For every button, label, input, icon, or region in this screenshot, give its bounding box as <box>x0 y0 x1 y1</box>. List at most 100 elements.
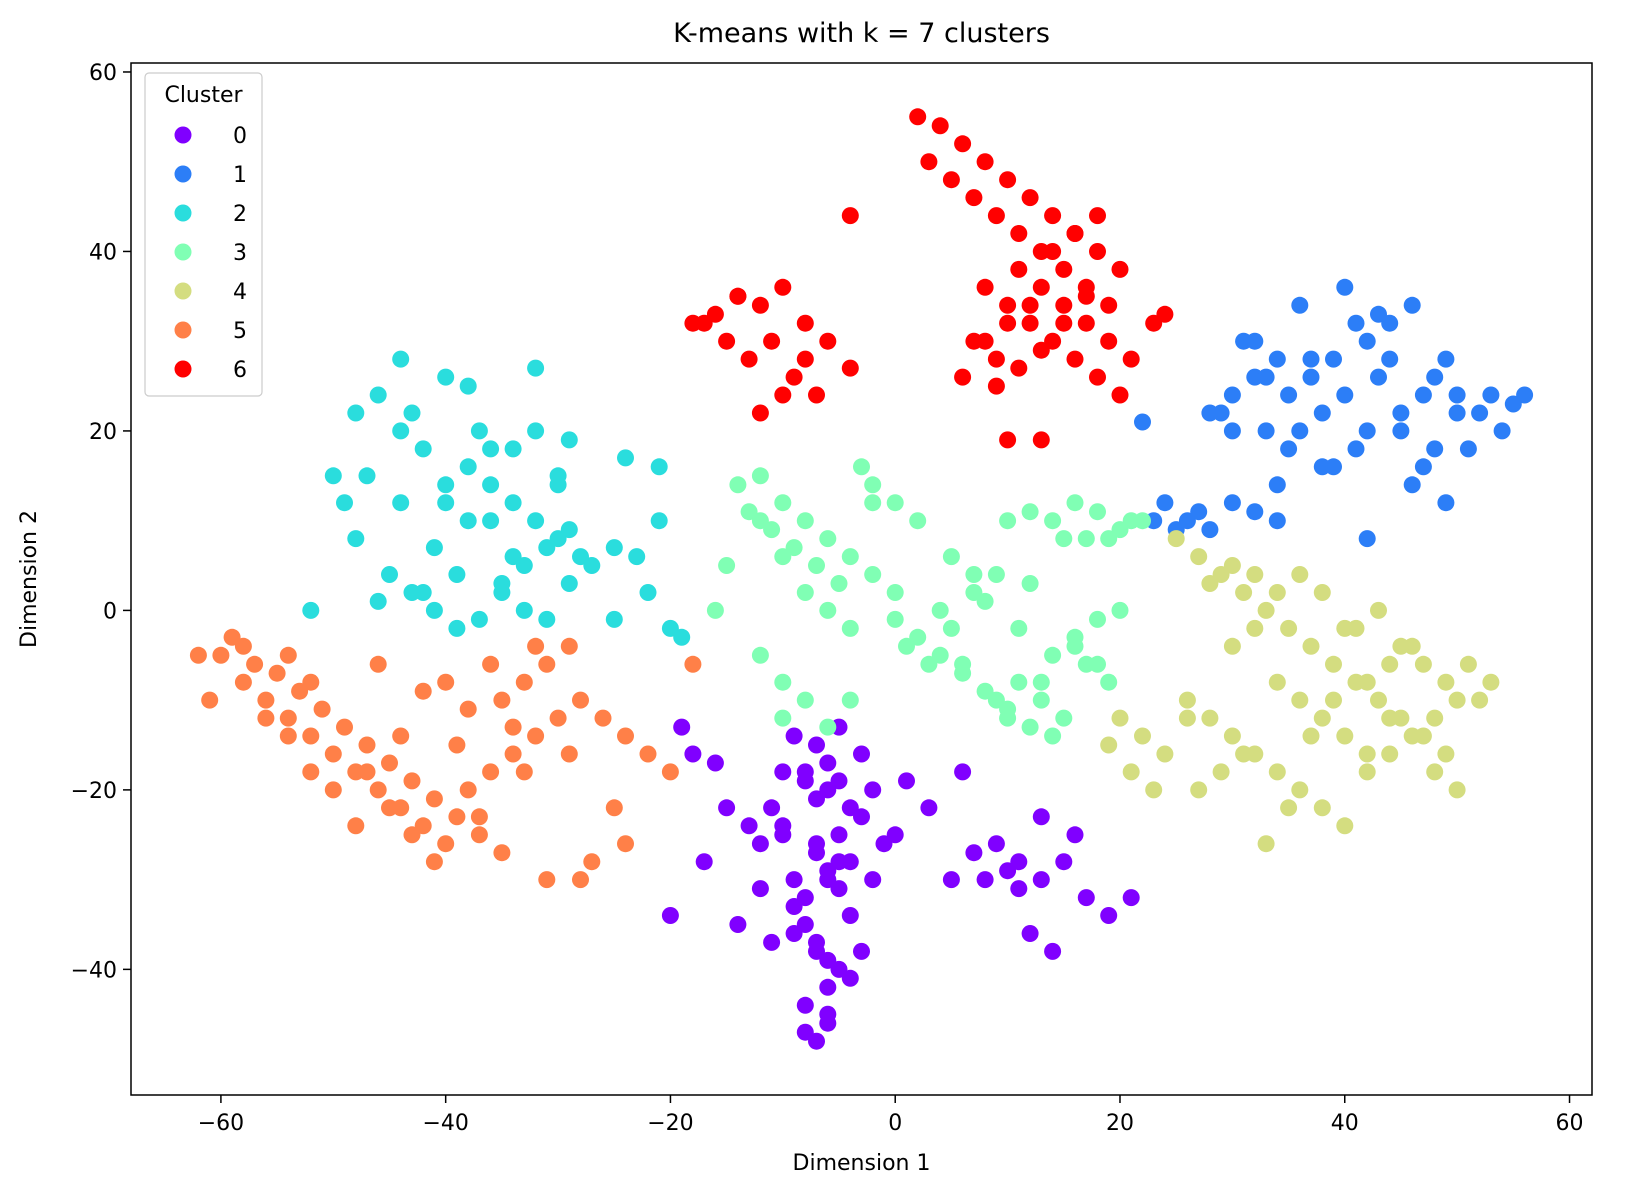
data-point <box>954 763 972 781</box>
data-point <box>1381 745 1399 763</box>
data-point <box>1516 386 1534 404</box>
legend-marker <box>174 360 192 378</box>
data-point <box>1313 584 1331 601</box>
data-point <box>965 189 983 207</box>
y-tick-label: −40 <box>71 958 117 983</box>
data-point <box>369 655 387 673</box>
data-point <box>1089 610 1106 628</box>
data-point <box>1032 871 1050 889</box>
data-point <box>527 637 545 655</box>
data-point <box>1111 709 1129 727</box>
y-axis-label: Dimension 2 <box>17 510 42 648</box>
data-point <box>999 296 1017 314</box>
data-point <box>808 844 825 862</box>
data-point <box>1089 655 1106 673</box>
data-point <box>920 655 938 673</box>
data-point <box>1089 243 1106 260</box>
x-tick-label: −40 <box>422 1111 468 1136</box>
data-point <box>1055 260 1073 278</box>
data-point <box>493 691 511 709</box>
data-point <box>1426 763 1444 781</box>
data-point <box>437 673 455 691</box>
data-point <box>459 700 477 718</box>
plot-area <box>131 63 1592 1095</box>
data-point <box>1482 386 1500 404</box>
data-point <box>796 1023 814 1041</box>
data-point <box>1032 673 1050 691</box>
legend-label: 3 <box>233 241 247 266</box>
y-tick-label: 60 <box>89 61 117 86</box>
data-point <box>886 826 904 844</box>
data-point <box>1066 826 1084 844</box>
data-point <box>1066 350 1084 368</box>
data-point <box>774 386 792 404</box>
data-point <box>1190 503 1208 521</box>
data-point <box>1280 619 1298 637</box>
y-tick-label: 40 <box>89 240 117 265</box>
data-point <box>1223 637 1241 655</box>
data-point <box>1223 386 1241 404</box>
data-point <box>1358 422 1376 440</box>
data-point <box>920 153 938 171</box>
data-point <box>1178 709 1196 727</box>
data-point <box>1291 566 1309 583</box>
data-point <box>347 404 365 422</box>
data-point <box>459 458 477 476</box>
data-point <box>695 314 713 332</box>
data-point <box>684 745 702 763</box>
data-point <box>279 646 297 664</box>
data-point <box>987 691 1005 709</box>
data-point <box>796 314 814 332</box>
data-point <box>841 359 859 377</box>
data-point <box>1021 503 1039 521</box>
data-point <box>976 871 994 889</box>
data-point <box>819 718 837 736</box>
data-point <box>1156 494 1174 512</box>
data-point <box>425 601 443 619</box>
data-point <box>1426 368 1444 386</box>
data-point <box>796 691 814 709</box>
data-point <box>1212 404 1230 422</box>
data-point <box>572 691 589 709</box>
data-point <box>1089 207 1106 225</box>
data-point <box>1246 503 1264 521</box>
data-point <box>1021 296 1039 314</box>
data-point <box>1426 709 1444 727</box>
data-point <box>763 521 781 539</box>
data-point <box>302 673 320 691</box>
data-point <box>1044 512 1062 530</box>
series-cluster-3 <box>706 458 1151 745</box>
data-point <box>853 808 870 826</box>
data-point <box>819 862 837 880</box>
data-point <box>1370 368 1387 386</box>
data-point <box>841 691 859 709</box>
data-point <box>774 494 792 512</box>
data-point <box>1100 736 1118 754</box>
data-point <box>1403 296 1421 314</box>
data-point <box>201 691 219 709</box>
data-point <box>819 951 837 969</box>
data-point <box>1291 781 1309 799</box>
data-point <box>403 772 421 790</box>
data-point <box>1268 512 1286 530</box>
data-point <box>482 476 500 494</box>
data-point <box>1021 189 1039 207</box>
data-point <box>1190 548 1208 566</box>
data-point <box>1392 422 1410 440</box>
data-point <box>493 584 511 601</box>
data-point <box>515 673 533 691</box>
data-point <box>864 781 882 799</box>
data-point <box>1370 305 1387 323</box>
data-point <box>605 539 623 557</box>
data-point <box>1021 718 1039 736</box>
data-point <box>403 826 421 844</box>
data-point <box>1268 584 1286 601</box>
data-point <box>549 467 567 485</box>
data-point <box>527 727 545 745</box>
data-point <box>1325 350 1342 368</box>
data-point <box>830 880 848 898</box>
data-point <box>437 494 455 512</box>
data-point <box>639 745 657 763</box>
data-point <box>549 709 567 727</box>
data-point <box>785 898 803 915</box>
